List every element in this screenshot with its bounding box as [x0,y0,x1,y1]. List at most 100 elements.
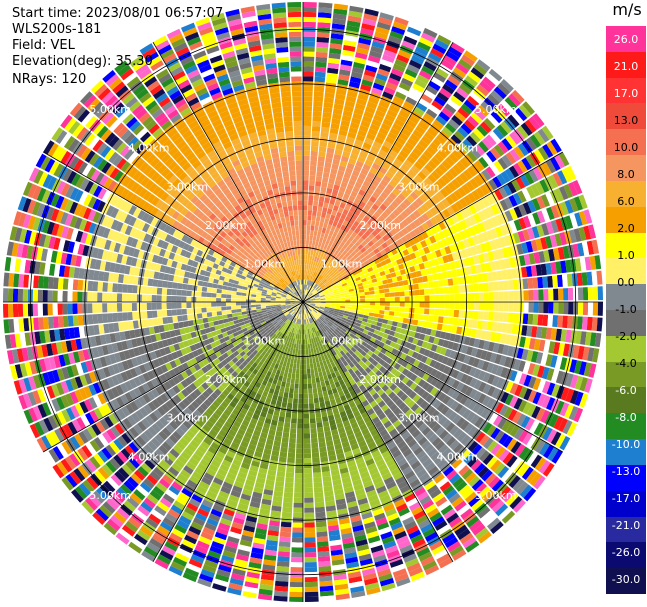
ppi-gate [331,248,337,254]
ppi-gate [388,104,400,114]
ppi-gate [306,264,309,270]
ppi-gate [270,510,281,517]
ppi-gate [332,113,342,120]
ppi-gate [305,324,308,330]
ppi-gate [283,422,291,428]
ppi-gate [452,549,467,561]
ppi-gate [337,352,343,359]
ppi-gate [374,258,381,265]
ppi-gate [518,255,526,267]
ppi-gate [314,320,318,326]
ppi-gate [325,303,331,305]
ppi-gate [480,330,487,340]
ppi-gate [334,578,348,586]
ppi-gate [317,311,322,316]
ppi-gate [193,435,203,445]
ppi-gate [176,414,186,424]
ppi-gate [295,348,299,354]
ppi-gate [314,294,320,297]
ppi-gate [444,408,454,419]
ppi-gate [431,544,446,556]
ppi-gate [402,516,415,526]
ppi-gate [256,523,268,530]
ppi-gate [437,231,446,240]
ppi-gate [336,333,342,339]
ppi-gate [554,154,566,169]
ppi-gate [358,553,372,562]
ppi-gate [201,476,212,486]
ppi-gate [315,299,321,301]
ppi-gate [364,230,372,237]
ppi-gate [312,106,323,112]
ppi-gate [179,515,192,526]
ppi-gate [324,306,330,309]
ppi-gate [378,331,385,337]
ppi-gate [347,500,358,508]
ppi-gate [449,261,456,270]
ppi-gate [286,331,290,337]
ppi-gate [69,471,82,485]
ppi-gate [305,314,307,320]
ppi-gate [386,183,395,192]
ppi-gate [553,288,559,301]
ppi-gate [330,544,343,551]
ppi-gate [279,531,291,538]
ppi-gate [194,449,205,459]
ppi-gate [303,86,313,92]
ppi-gate [357,259,364,266]
ppi-gate [384,297,390,302]
ppi-gate [340,395,347,402]
ppi-gate [498,302,504,312]
ppi-gate [473,63,488,76]
ppi-gate [426,342,433,351]
ppi-gate [560,387,570,401]
ppi-gate [557,170,568,185]
ppi-gate [420,32,436,43]
ppi-gate [323,332,328,338]
ppi-gate [339,307,345,311]
ppi-gate [283,492,294,498]
ppi-gate [125,403,135,415]
ppi-gate [456,87,469,99]
ppi-gate [372,404,381,412]
ppi-gate [430,156,441,167]
ppi-gate [409,230,417,239]
ppi-gate [448,286,455,294]
ppi-gate [469,131,481,144]
ppi-gate [347,316,353,321]
ppi-gate [303,294,306,300]
ppi-gate [437,201,446,211]
ppi-gate [371,278,378,283]
ppi-gate [527,277,534,289]
ppi-gate [218,429,228,438]
ppi-gate [262,564,276,571]
ppi-gate [596,270,603,285]
ppi-gate [478,292,485,301]
ppi-gate [251,547,264,555]
ppi-gate [334,263,340,269]
ppi-gate [389,212,397,221]
ppi-gate [421,413,431,423]
ppi-gate [352,186,360,194]
ppi-gate [315,417,323,423]
ppi-gate [496,322,503,333]
ppi-gate [328,278,334,283]
ppi-gate [367,350,374,357]
ppi-gate [320,365,326,372]
ppi-gate [432,119,444,130]
ppi-gate [396,390,405,398]
ppi-gate [545,221,555,235]
ppi-gate [292,306,298,310]
ppi-gate [308,294,314,298]
ppi-gate [253,486,264,494]
ppi-gate [569,359,578,373]
ppi-gate [326,323,331,329]
ppi-gate [264,443,273,451]
ppi-gate [487,251,495,262]
ppi-gate [223,437,233,446]
ppi-gate [350,590,366,599]
ppi-gate [172,375,181,385]
ppi-gate [429,488,442,499]
ppi-gate [478,381,487,393]
ppi-gate [477,222,486,233]
